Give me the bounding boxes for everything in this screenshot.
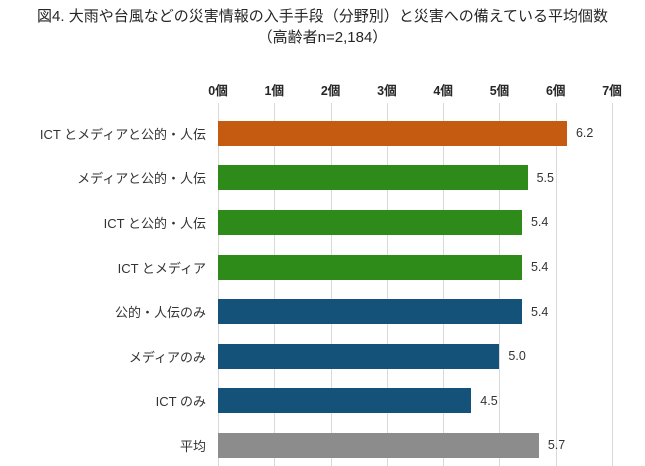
gridline [612,103,613,466]
bar [218,209,522,235]
bar [218,299,522,325]
bar-rows: ICT とメディアと公的・人伝 6.2 メディアと公的・人伝 5.5 ICT と公的・人… [0,103,645,466]
bar-track: 5.4 [218,209,612,235]
chart-title-line2: （高齢者n=2,184） [257,29,388,46]
gridline [499,103,501,466]
bar-track: 5.4 [218,254,612,280]
gridline [555,103,557,466]
bar [218,254,522,280]
x-tick-label: 7個 [602,84,622,98]
category-label: 公的・人伝のみ [114,305,206,321]
gridline [386,103,388,466]
bar-row: 平均 5.7 [0,423,645,466]
bar [218,388,472,414]
bar [218,165,528,191]
chart-title: 図4. 大雨や台風などの災害情報の入手手段（分野別）と災害への備えている平均個数… [0,6,645,48]
bar-track: 5.4 [218,299,612,325]
gridline [330,103,332,466]
bar-value-label: 5.4 [530,260,549,275]
bar-track: 5.5 [218,165,612,191]
category-label: ICT のみ [155,394,206,410]
x-axis-tick-labels: 0個 1個 2個 3個 4個 5個 6個 7個 [0,80,645,98]
category-label: ICT と公的・人伝 [103,215,206,231]
x-tick-label: 0個 [208,84,228,98]
plot-gridlines [218,103,613,466]
bar-value-label: 5.4 [530,304,549,319]
bar-row: 公的・人伝のみ 5.4 [0,289,645,334]
x-tick-label: 5個 [489,84,510,98]
x-tick-label: 6個 [545,84,566,98]
x-tick-label: 4個 [433,84,453,98]
category-label: 平均 [179,438,206,454]
chart-title-line1: 図4. 大雨や台風などの災害情報の入手手段（分野別）と災害への備えている平均個数 [37,8,608,25]
category-label: メディアと公的・人伝 [77,171,206,187]
bar [218,120,567,146]
bar-value-label: 5.0 [508,349,526,364]
bar-value-label: 5.5 [536,170,554,185]
x-tick-label: 2個 [320,84,341,98]
bar-value-label: 4.5 [480,393,498,408]
bar-row: ICT のみ 4.5 [0,379,645,424]
gridline [443,103,445,466]
bar-value-label: 6.2 [575,126,594,141]
bar-track: 4.5 [218,388,612,414]
bar-row: メディアと公的・人伝 5.5 [0,156,645,201]
bar-row: メディアのみ 5.0 [0,334,645,379]
bar-track: 5.7 [218,432,612,458]
bar-value-label: 5.7 [547,438,566,453]
bar [218,432,539,458]
category-label: ICT とメディアと公的・人伝 [39,126,206,142]
bar-track: 5.0 [218,343,612,369]
bar-row: ICT とメディア 5.4 [0,245,645,290]
gridline [274,103,276,466]
x-tick-label: 1個 [264,84,285,98]
gridline [218,103,219,466]
bar-row: ICT と公的・人伝 5.4 [0,200,645,245]
category-label: ICT とメディア [117,260,206,276]
category-label: メディアのみ [128,349,206,365]
bar-row: ICT とメディアと公的・人伝 6.2 [0,111,645,156]
bar-value-label: 5.4 [530,215,549,230]
x-tick-label: 3個 [377,84,397,98]
bar [218,343,500,369]
bar-track: 6.2 [218,120,612,146]
